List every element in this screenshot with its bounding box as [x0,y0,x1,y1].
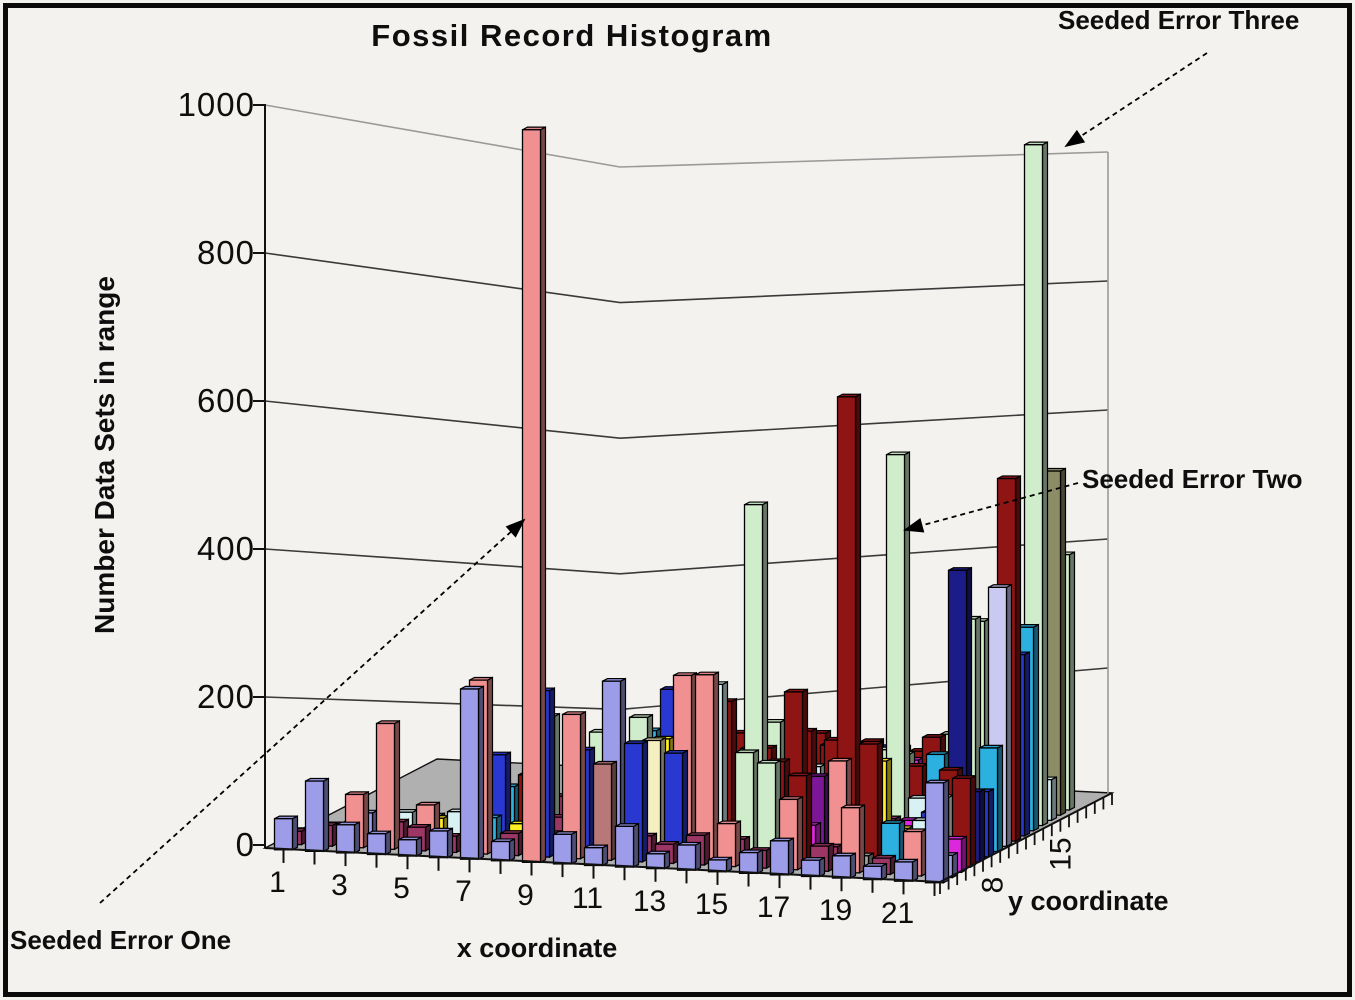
x-tick-label: 21 [880,897,915,931]
bar-x16-y1 [738,849,764,875]
value-tick-label: 1000 [177,86,255,123]
value-tick-label: 200 [196,678,255,715]
bar-x14-y1 [676,841,702,872]
value-tick-label: 400 [196,530,255,567]
bar-x9-y1 [521,126,547,864]
y-axis-title: y coordinate [1008,886,1169,916]
x-tick-label: 7 [455,875,472,909]
x-tick-label: 19 [818,894,853,928]
bar-x7-y1 [459,685,485,861]
bar-x10-y1 [552,830,578,865]
annotation-seeded-error-three: Seeded Error Three [1058,5,1300,35]
x-tick-label: 1 [269,865,286,899]
bar-x22-y1 [924,779,950,884]
gridline-800 [264,252,1109,304]
bar-x6-y1 [428,827,454,859]
x-tick-label: 17 [756,891,791,925]
bar-x8-y1 [490,837,516,862]
gridline-400 [264,538,1109,575]
annotation-seeded-error-one: Seeded Error One [10,925,232,955]
bars-group [273,126,1076,884]
x-tick-label: 9 [517,878,534,912]
bar-x3-y1 [335,821,361,854]
x-axis-title: x coordinate [456,933,618,963]
bar-x2-y1 [304,777,330,853]
bar-x19-y1 [831,852,857,880]
bar-x18-y1 [800,856,826,878]
x-tick-label: 13 [632,884,667,918]
arrow-seeded-error-three [1065,52,1208,147]
bar-x15-y1 [707,856,733,873]
annotation-seeded-error-two: Seeded Error Two [1082,464,1303,494]
value-tick-label: 600 [196,382,255,419]
bar-x5-y1 [397,836,423,858]
bar-x21-y1 [893,858,919,883]
gridline-600 [264,400,1109,440]
bar-x20-y1 [862,862,888,881]
chart-title: Fossil Record Histogram [371,18,773,53]
bar-x4-y2 [375,719,401,851]
gridline-1000 [264,104,1109,168]
bar-x13-y1 [645,850,671,870]
bar-x1-y1 [273,815,299,851]
bar-x12-y1 [614,822,640,869]
x-tick-label: 11 [571,881,604,915]
y-tick-label: 15 [1044,837,1078,871]
bar-x17-y1 [769,837,795,876]
bar-x11-y1 [583,844,609,867]
value-tick-label: 0 [235,826,255,863]
bar-x14-y3 [694,671,720,861]
y-tick-label: 8 [976,877,1010,894]
x-tick-label: 5 [393,872,410,906]
bar-x4-y1 [366,830,392,856]
bar-x22-y14 [1041,467,1067,817]
arrow-seeded-error-three-head [1064,129,1086,148]
x-tick-label: 3 [331,869,348,903]
arrow-seeded-error-two-head [903,518,925,533]
x-tick-label: 15 [694,887,729,921]
arrow-seeded-error-two [904,482,1079,531]
arrow-seeded-error-one-head [505,518,526,538]
value-axis-title: Number Data Sets in range [89,276,120,634]
value-tick-label: 800 [196,234,255,271]
